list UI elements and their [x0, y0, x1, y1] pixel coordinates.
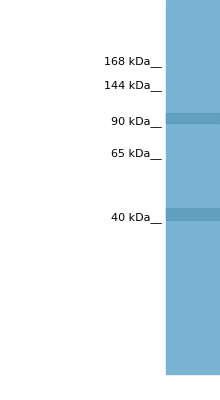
Text: 40 kDa__: 40 kDa__: [111, 212, 162, 224]
Bar: [166, 0, 220, 374]
Text: 144 kDa__: 144 kDa__: [104, 80, 162, 92]
Text: 168 kDa__: 168 kDa__: [104, 56, 162, 68]
Bar: [166, 114, 220, 123]
Bar: [166, 208, 220, 220]
Text: 90 kDa__: 90 kDa__: [111, 116, 162, 128]
Text: 65 kDa__: 65 kDa__: [111, 148, 162, 160]
